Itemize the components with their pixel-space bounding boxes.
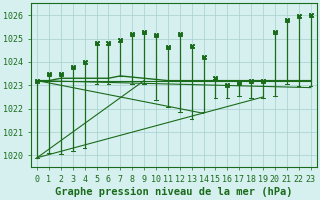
X-axis label: Graphe pression niveau de la mer (hPa): Graphe pression niveau de la mer (hPa) — [55, 186, 292, 197]
